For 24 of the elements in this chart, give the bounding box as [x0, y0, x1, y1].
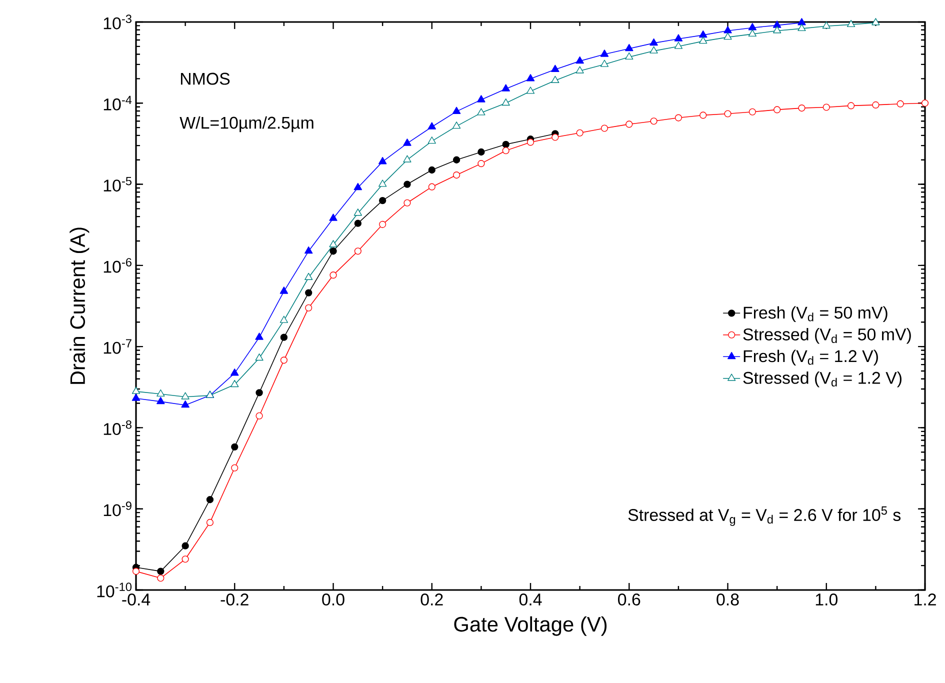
y-tick-label: 10$^{-7}$	[104, 339, 132, 354]
x-tick-label: 0.8	[716, 594, 739, 606]
x-tick-label: 0.6	[618, 594, 640, 606]
x-tick-label: 0.2	[420, 594, 443, 606]
x-tick-label: -0.2	[220, 594, 248, 606]
annotation: W/L=10µm/2.5µm	[180, 116, 314, 132]
y-tick-label: 10$^{-4}$	[104, 96, 132, 110]
x-tick-label: 1.0	[816, 594, 838, 606]
legend-label: Fresh (V$_{d}$ = 1.2 V)	[744, 350, 878, 366]
y-axis-title: Drain Current (A)	[70, 228, 90, 384]
y-tick-label: 10$^{-5}$	[104, 176, 132, 192]
annotation: NMOS	[180, 72, 230, 85]
annotation: Stressed at V$_{g}$ = V$_{d}$ = 2.6 V for 10$^{5}$ s	[628, 506, 901, 526]
legend-label: Stressed (V$_{d}$ = 1.2 V)	[743, 371, 902, 388]
y-tick-label: 10$^{-3}$	[104, 14, 132, 30]
y-tick-label: 10$^{-9}$	[104, 502, 132, 516]
y-tick-label: 10$^{-6}$	[104, 258, 132, 273]
x-tick-label: 1.2	[914, 594, 936, 606]
x-tick-label: 0.4	[519, 594, 542, 606]
y-tick-label: 10$^{-8}$	[104, 420, 132, 436]
legend-label: Fresh (V$_{d}$ = 50 mV)	[744, 306, 888, 322]
x-axis-title: Gate Voltage (V)	[454, 616, 607, 636]
legend-label: Stressed (V$_{d}$ = 50 mV)	[743, 328, 911, 344]
x-tick-label: 0.0	[322, 594, 344, 606]
